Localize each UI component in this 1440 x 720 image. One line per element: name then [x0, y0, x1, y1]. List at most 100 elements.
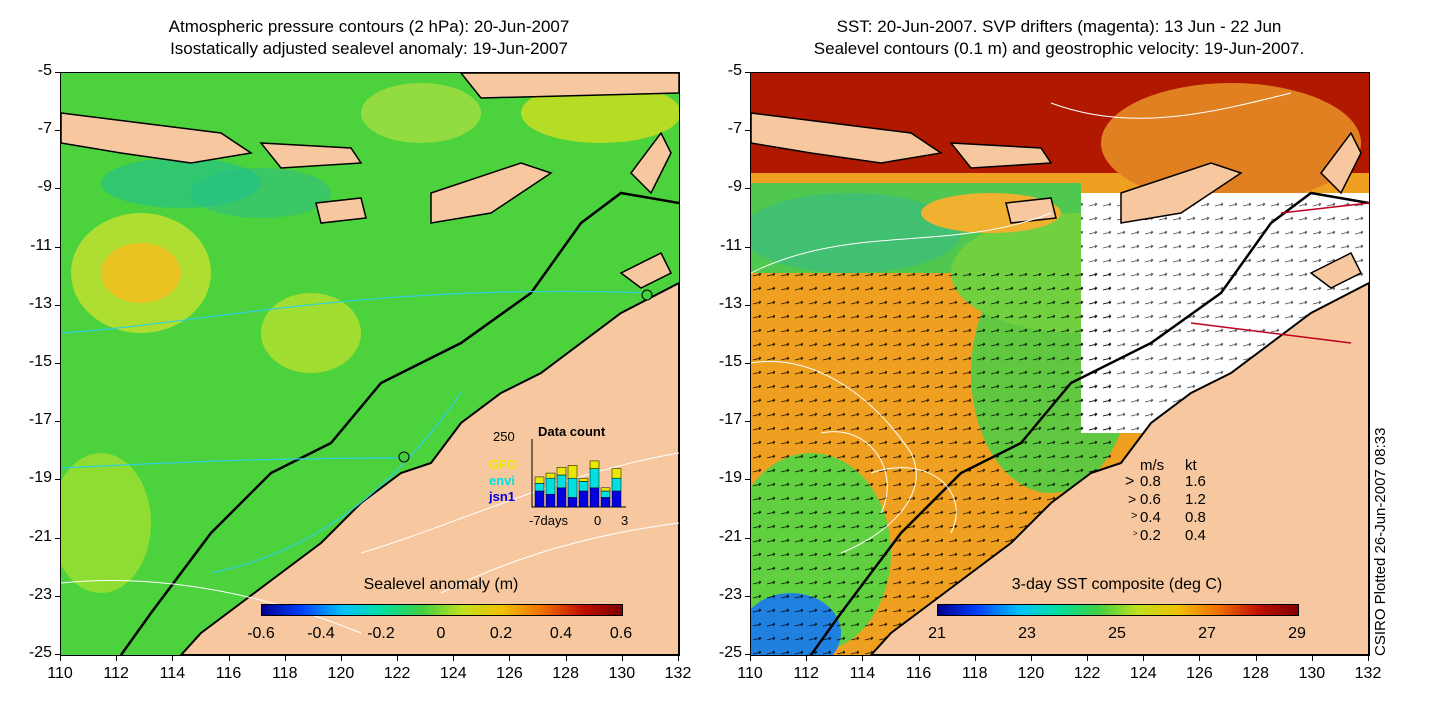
colorbar-tick-label: 0: [436, 625, 446, 642]
longitude-tick-label: 128: [1242, 665, 1269, 682]
inset-bar-envi: [600, 490, 611, 498]
latitude-tick-label: -11: [720, 236, 742, 254]
colorbar-tick-label: 27: [1198, 625, 1216, 642]
inset-legend-envi: envi: [489, 473, 516, 488]
latitude-tick-mark: [745, 654, 750, 655]
left-title: Atmospheric pressure contours (2 hPa): 2…: [60, 16, 678, 60]
longitude-tick-mark: [862, 655, 864, 661]
colorbar-tick-label: -0.6: [247, 625, 275, 642]
latitude-tick-mark: [55, 72, 60, 73]
latitude-tick-label: -5: [727, 62, 742, 79]
latitude-tick-label: -13: [718, 294, 742, 312]
longitude-tick-mark: [974, 655, 976, 661]
latitude-tick-label: -15: [718, 353, 742, 370]
velocity-legend-arrow-4: >: [1133, 529, 1138, 538]
inset-bar-envi: [534, 483, 545, 492]
latitude-tick-label: -23: [28, 585, 52, 603]
inset-legend-gfo: GFO: [489, 457, 518, 472]
sealevel-map-svg: [61, 73, 679, 655]
longitude-tick-mark: [678, 655, 679, 661]
longitude-tick-mark: [1087, 655, 1089, 661]
longitude-tick-label: 118: [271, 665, 298, 682]
latitude-tick-label: -19: [28, 469, 52, 487]
colorbar-tick-label: 0.6: [609, 625, 633, 642]
colorbar-tick-label: 0.4: [549, 625, 573, 642]
velocity-legend-kt-4: 0.4: [1185, 527, 1206, 544]
latitude-tick-mark: [745, 130, 750, 132]
inset-bar-envi: [556, 474, 567, 489]
velocity-legend-arrow-2: >: [1128, 491, 1137, 507]
latitude-tick-mark: [55, 188, 60, 190]
sst-map: m/s kt > 0.8 1.6 > 0.6 1.2 > 0.4 0.8 > 0…: [750, 72, 1370, 656]
inset-bar-GFO: [589, 460, 600, 469]
inset-bar-jsn1: [545, 493, 556, 508]
colorbar-tick-label: 23: [1018, 625, 1036, 642]
longitude-tick-label: 114: [159, 665, 186, 682]
longitude-tick-mark: [228, 655, 230, 661]
sst-colorbar: [937, 604, 1299, 616]
latitude-tick-mark: [55, 654, 60, 655]
velocity-legend-ms-2: 0.6: [1140, 491, 1161, 508]
velocity-legend-kt-3: 0.8: [1185, 509, 1206, 526]
velocity-legend-arrow-3: >: [1131, 510, 1138, 522]
inset-bar-envi: [589, 468, 600, 489]
inset-bar-jsn1: [578, 490, 589, 508]
latitude-tick-mark: [745, 537, 750, 539]
inset-bar-jsn1: [611, 490, 622, 508]
latitude-tick-mark: [55, 130, 60, 132]
latitude-tick-label: -17: [28, 411, 52, 429]
inset-bar-GFO: [534, 476, 545, 484]
inset-bar-envi: [545, 477, 556, 495]
inset-bar-GFO: [600, 487, 611, 492]
latitude-tick-mark: [745, 421, 750, 423]
latitude-tick-label: -5: [37, 62, 52, 79]
longitude-tick-label: 122: [1073, 665, 1101, 682]
right-title: SST: 20-Jun-2007. SVP drifters (magenta)…: [750, 16, 1368, 60]
longitude-tick-mark: [565, 655, 567, 661]
longitude-tick-label: 116: [215, 665, 242, 682]
longitude-tick-label: 114: [849, 665, 876, 682]
longitude-tick-label: 132: [1354, 665, 1382, 682]
colorbar-tick-label: 21: [928, 625, 946, 642]
latitude-tick-label: -17: [718, 411, 742, 429]
latitude-tick-mark: [745, 479, 750, 481]
velocity-legend-header-ms: m/s: [1140, 457, 1165, 474]
inset-bar-envi: [578, 481, 589, 492]
longitude-tick-mark: [1143, 655, 1145, 661]
sst-map-svg: [751, 73, 1369, 655]
colorbar-tick-label: -0.4: [307, 625, 335, 642]
inset-title: Data count: [538, 424, 606, 439]
inset-histogram: [531, 439, 626, 508]
longitude-tick-label: 130: [608, 665, 636, 682]
latitude-tick-label: -11: [30, 236, 52, 254]
longitude-tick-mark: [509, 655, 511, 661]
latitude-tick-mark: [55, 479, 60, 481]
longitude-tick-label: 120: [1017, 665, 1045, 682]
longitude-tick-mark: [1368, 655, 1369, 661]
inset-bar-GFO: [545, 472, 556, 479]
longitude-tick-label: 126: [1186, 665, 1213, 682]
sealevel-colorbar: [261, 604, 623, 616]
latitude-tick-mark: [745, 72, 750, 73]
longitude-tick-label: 124: [1129, 665, 1157, 682]
colorbar-tick-label: 25: [1108, 625, 1126, 642]
longitude-tick-label: 120: [327, 665, 355, 682]
inset-bar-jsn1: [567, 497, 578, 508]
sealevel-colorbar-label: Sealevel anomaly (m): [363, 576, 519, 593]
inset-bar-jsn1: [556, 487, 567, 508]
velocity-legend-ms-4: 0.2: [1140, 527, 1161, 544]
longitude-tick-label: 110: [47, 665, 73, 682]
right-title-line2: Sealevel contours (0.1 m) and geostrophi…: [813, 39, 1305, 58]
velocity-legend-ms-1: 0.8: [1140, 473, 1161, 490]
inset-bar-jsn1: [589, 487, 600, 508]
longitude-tick-label: 118: [961, 665, 988, 682]
longitude-tick-mark: [1199, 655, 1201, 661]
latitude-tick-label: -15: [28, 353, 52, 370]
sealevel-map: 250 Data count GFO envi jsn1 -7days 0 3 …: [60, 72, 680, 656]
velocity-legend-ms-3: 0.4: [1140, 509, 1161, 526]
inset-bar-GFO: [611, 468, 622, 479]
latitude-tick-mark: [55, 246, 60, 248]
longitude-tick-label: 122: [383, 665, 411, 682]
longitude-tick-mark: [284, 655, 286, 661]
latitude-tick-mark: [745, 595, 750, 597]
